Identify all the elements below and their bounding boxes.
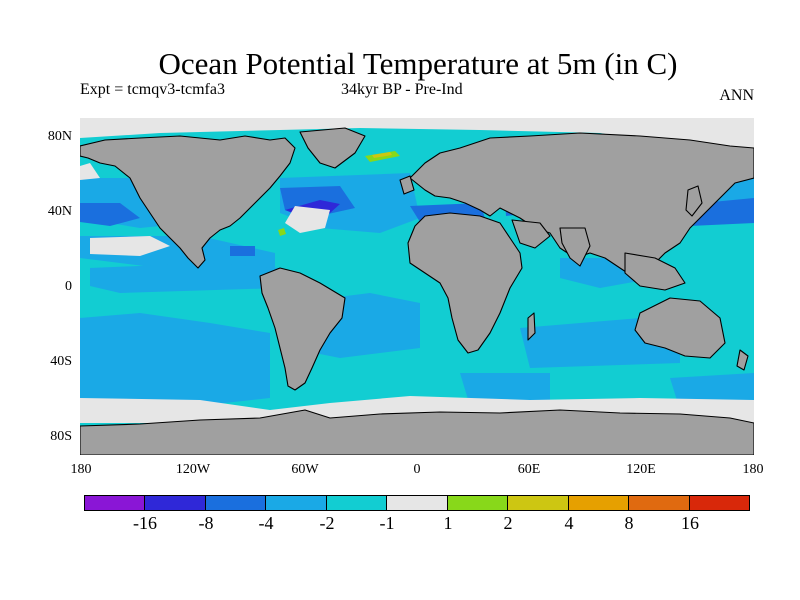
lat-label-80s: 80S bbox=[50, 429, 72, 444]
greenland bbox=[299, 127, 366, 169]
land-masses bbox=[80, 127, 754, 455]
british-isles bbox=[399, 175, 415, 195]
lat-label-80n: 80N bbox=[47, 129, 72, 144]
colorbar-label: 8 bbox=[624, 513, 634, 533]
colorbar-label: 1 bbox=[443, 513, 453, 533]
colorbar-swatch bbox=[447, 496, 509, 510]
colorbar-label: -2 bbox=[319, 513, 335, 533]
colorbar-label: 2 bbox=[503, 513, 513, 533]
lon-label-120e: 120E bbox=[626, 462, 656, 477]
lon-label-120w: 120W bbox=[175, 462, 211, 477]
season-label: ANN bbox=[719, 87, 754, 104]
colorbar-label: -16 bbox=[133, 513, 157, 533]
japan bbox=[685, 185, 703, 217]
south-america bbox=[259, 267, 346, 391]
lon-label-60w: 60W bbox=[291, 462, 319, 477]
colorbar-label: 4 bbox=[564, 513, 574, 533]
africa bbox=[407, 212, 523, 354]
period-label: 34kyr BP - Pre-Ind bbox=[341, 81, 463, 98]
colorbar-swatch bbox=[568, 496, 630, 510]
lon-label-60e: 60E bbox=[517, 462, 541, 477]
world-map bbox=[80, 118, 754, 455]
colorbar-swatch bbox=[205, 496, 267, 510]
lon-label-180w: 180 bbox=[70, 462, 92, 477]
lon-label-180e: 180 bbox=[742, 462, 764, 477]
colorbar-swatch bbox=[689, 496, 749, 510]
colorbar-swatch bbox=[508, 496, 569, 510]
lon-label-0: 0 bbox=[413, 462, 421, 477]
warm-anomaly-subtropical bbox=[278, 228, 286, 236]
southeast-asia bbox=[624, 252, 686, 291]
new-zealand bbox=[736, 349, 749, 371]
colorbar-label: 16 bbox=[681, 513, 699, 533]
colorbar-swatch bbox=[387, 496, 448, 510]
colorbar-swatch bbox=[145, 496, 206, 510]
warm-anomaly-nordic-core bbox=[372, 152, 392, 158]
arabia bbox=[511, 219, 551, 249]
lat-label-0: 0 bbox=[65, 279, 72, 294]
antarctica bbox=[80, 409, 754, 455]
australia bbox=[634, 297, 726, 359]
india bbox=[559, 227, 591, 267]
experiment-label: Expt = tcmqv3-tcmfa3 bbox=[80, 81, 225, 98]
map-title: Ocean Potential Temperature at 5m (in C) bbox=[158, 46, 678, 81]
colorbar-label: -8 bbox=[198, 513, 214, 533]
north-america bbox=[80, 135, 296, 269]
colorbar bbox=[84, 495, 750, 511]
colorbar-swatch bbox=[85, 496, 146, 510]
lat-label-40n: 40N bbox=[47, 204, 72, 219]
colorbar-swatch bbox=[266, 496, 327, 510]
lat-label-40s: 40S bbox=[50, 354, 72, 369]
colorbar-swatch bbox=[326, 496, 388, 510]
colorbar-label: -1 bbox=[379, 513, 395, 533]
colorbar-swatch bbox=[629, 496, 690, 510]
colorbar-label: -4 bbox=[258, 513, 274, 533]
madagascar bbox=[527, 312, 536, 341]
